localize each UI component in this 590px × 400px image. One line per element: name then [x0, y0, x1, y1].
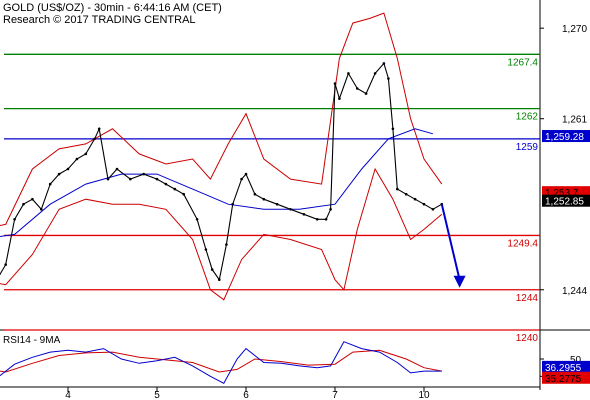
- price-badge-label-2: 1,252.85: [545, 197, 584, 208]
- rsi-line: [0, 341, 442, 384]
- level-label-5: 1240: [516, 333, 539, 344]
- time-tick-label-1: 5: [154, 390, 160, 400]
- time-tick-label-0: 4: [65, 390, 71, 400]
- price-point-42: [356, 87, 359, 90]
- price-point-7: [40, 208, 43, 211]
- time-tick-label-3: 7: [332, 390, 338, 400]
- price-line: [0, 62, 443, 282]
- price-point-34: [289, 208, 292, 211]
- chart-title: GOLD (US$/OZ) - 30min - 6:44:16 AM (CET): [3, 2, 222, 14]
- price-point-11: [75, 157, 79, 161]
- price-point-17: [129, 177, 132, 181]
- price-point-18: [142, 172, 145, 176]
- price-point-36: [315, 218, 319, 221]
- price-point-39: [333, 82, 337, 85]
- price-point-41: [347, 72, 350, 75]
- price-point-6: [31, 197, 34, 201]
- price-point-49: [404, 192, 408, 196]
- level-label-2: 1259: [516, 142, 539, 153]
- level-label-0: 1267.4: [507, 57, 538, 68]
- price-point-19: [155, 177, 159, 181]
- price-point-22: [182, 192, 185, 196]
- price-point-50: [413, 197, 417, 201]
- forecast-arrow: [440, 204, 466, 288]
- price-tick-label-1: 1,261: [562, 115, 587, 126]
- price-point-31: [253, 192, 257, 196]
- price-tick-label-0: 1,270: [562, 24, 587, 35]
- moving-average-line: [0, 128, 434, 237]
- rsi-badge-label-1: 35.2775: [545, 374, 582, 385]
- price-point-25: [210, 268, 214, 271]
- price-point-23: [195, 218, 199, 221]
- bollinger-bands: [0, 12, 443, 301]
- price-tick-label-2: 1,244: [562, 286, 587, 297]
- rsi-panel-title: RSI14 - 9MA: [3, 335, 61, 346]
- price-point-52: [431, 208, 435, 211]
- price-point-20: [164, 182, 168, 186]
- price-point-3: [4, 263, 7, 266]
- chart-copyright: Research © 2017 TRADING CENTRAL: [3, 14, 196, 26]
- price-point-15: [106, 177, 110, 181]
- price-point-51: [422, 202, 426, 206]
- price-point-30: [244, 172, 248, 176]
- price-point-24: [204, 248, 208, 251]
- price-point-44: [373, 72, 377, 75]
- price-point-35: [302, 213, 306, 216]
- price-point-38: [329, 208, 332, 211]
- price-point-48: [396, 187, 399, 191]
- price-point-32: [262, 197, 266, 201]
- price-point-9: [57, 172, 61, 176]
- price-point-28: [231, 202, 234, 206]
- level-label-3: 1249.4: [507, 238, 538, 249]
- time-tick-label-4: 10: [418, 390, 430, 400]
- bollinger-lower-line: [0, 167, 443, 301]
- price-point-4: [13, 218, 16, 221]
- bollinger-upper-line: [0, 12, 443, 226]
- price-badge-2: [542, 194, 590, 207]
- price-point-37: [324, 218, 328, 221]
- price-point-13: [93, 137, 96, 141]
- time-axis: 4 5 6 7 10: [65, 387, 430, 400]
- price-point-27: [225, 243, 228, 246]
- price-axis: 1,270 1,261 1,244 1,259.28 1,253.71,252.85: [540, 24, 590, 297]
- rsi-badge-label-0: 36.2955: [545, 363, 582, 374]
- forecast-arrow-shaft: [440, 204, 461, 280]
- price-point-46: [387, 77, 390, 80]
- price-point-8: [48, 182, 52, 186]
- level-label-4: 1244: [516, 293, 539, 304]
- price-point-40: [338, 97, 341, 100]
- price-badge-label-1: 1,253.7: [545, 188, 579, 199]
- rsi-badge-1: [542, 371, 590, 384]
- time-tick-label-2: 6: [243, 390, 249, 400]
- price-point-5: [22, 202, 25, 206]
- price-point-33: [275, 202, 279, 206]
- price-point-10: [66, 167, 70, 171]
- forecast-arrow-head: [453, 275, 466, 288]
- chart-frame: [0, 0, 590, 390]
- rsi-tick-label-0: 50: [570, 355, 582, 366]
- price-levels: 1267.4 1262 1259 1249.4 1244 1240: [4, 53, 540, 344]
- price-point-16: [115, 167, 119, 171]
- price-point-45: [382, 62, 386, 65]
- level-label-1: 1262: [516, 112, 539, 123]
- price-point-43: [364, 92, 368, 95]
- price-badge-label-0: 1,259.28: [545, 132, 584, 143]
- price-point-29: [240, 177, 243, 181]
- price-badge-0: [542, 130, 590, 143]
- price-point-26: [218, 278, 221, 282]
- price-point-14: [97, 127, 101, 131]
- rsi-badge-0: [542, 360, 590, 373]
- price-point-47: [391, 127, 395, 131]
- price-point-21: [173, 187, 177, 191]
- price-point-12: [84, 152, 88, 156]
- price-series: [0, 62, 444, 282]
- rsi-ma-line: [0, 349, 442, 373]
